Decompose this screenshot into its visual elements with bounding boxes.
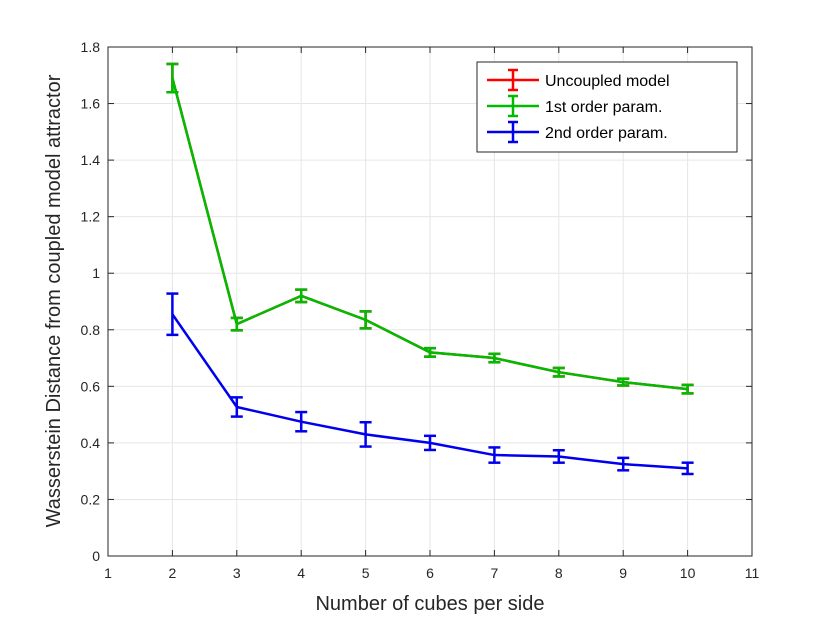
x-tick-label: 4 — [297, 565, 305, 581]
x-tick-label: 2 — [169, 565, 177, 581]
legend-label: 1st order param. — [545, 99, 662, 116]
x-tick-label: 8 — [555, 565, 563, 581]
legend-label: Uncoupled model — [545, 73, 670, 90]
y-tick-label: 0.2 — [81, 491, 101, 507]
y-tick-label: 1.2 — [81, 209, 101, 225]
legend-entry: 2nd order param. — [487, 120, 668, 144]
x-tick-label: 9 — [619, 565, 627, 581]
data-layer — [166, 62, 694, 476]
x-tick-label: 10 — [680, 565, 696, 581]
x-tick-label: 3 — [233, 565, 241, 581]
legend: Uncoupled model 1st order param. 2nd order… — [476, 61, 738, 153]
legend-label: 2nd order param. — [545, 125, 668, 142]
x-tick-label: 6 — [426, 565, 434, 581]
x-axis-label: Number of cubes per side — [315, 593, 544, 615]
legend-entry: 1st order param. — [487, 94, 662, 118]
x-tick-label: 5 — [362, 565, 370, 581]
ticks: 1 2 3 4 5 6 7 8 9 10 11 0 0.2 0.4 0.6 0.8 1 1.2 1.4 1.6 1.8 — [81, 39, 760, 581]
y-tick-label: 0.6 — [81, 378, 101, 394]
x-tick-label: 7 — [491, 565, 499, 581]
y-tick-label: 1.4 — [81, 152, 101, 168]
y-tick-label: 0.4 — [81, 435, 101, 451]
series-3 — [166, 292, 694, 476]
y-axis-label: Wasserstein Distance from coupled model … — [43, 74, 65, 527]
y-tick-label: 1.6 — [81, 96, 101, 112]
y-tick-label: 1.8 — [81, 39, 101, 55]
x-tick-label: 1 — [104, 565, 112, 581]
legend-entry: Uncoupled model — [487, 68, 670, 92]
y-tick-label: 0 — [92, 548, 100, 564]
x-tick-label: 11 — [745, 565, 760, 581]
y-tick-label: 1 — [92, 265, 100, 281]
y-tick-label: 0.8 — [81, 322, 101, 338]
series-2 — [166, 62, 694, 395]
